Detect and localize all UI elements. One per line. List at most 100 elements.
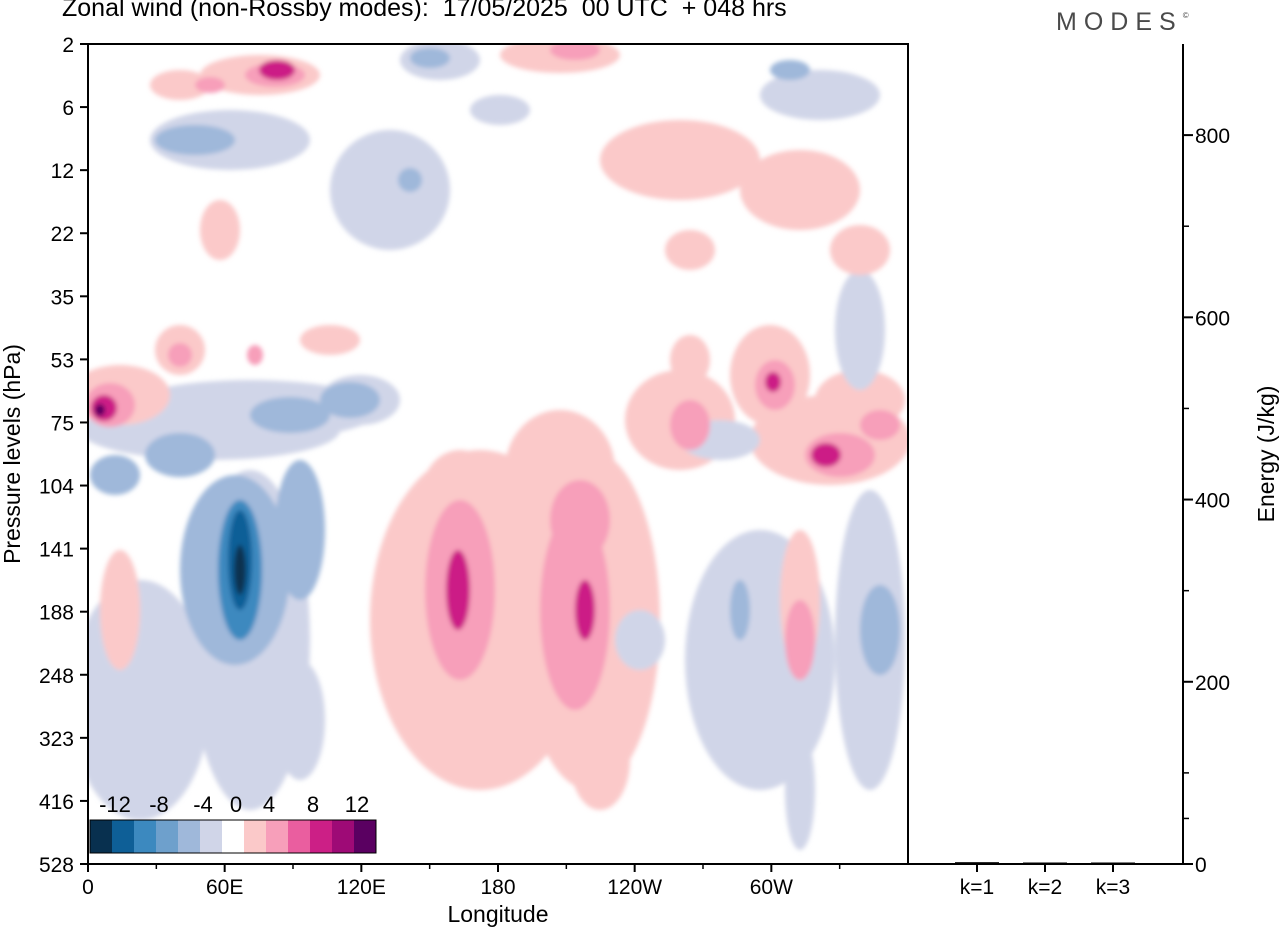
colorbar-swatch (178, 820, 200, 853)
colorbar-swatch (112, 820, 134, 853)
wind-anomaly-blob (770, 60, 810, 80)
brand-mark: © (1182, 11, 1189, 20)
wind-anomaly-blob (330, 130, 450, 250)
colorbar-swatch (200, 820, 222, 853)
wind-anomaly-blob (830, 225, 890, 275)
energy-category-label: k=3 (1096, 876, 1130, 899)
wind-anomaly-blob (665, 230, 715, 270)
y-tick-label: 141 (39, 539, 74, 562)
wind-anomaly-blob (150, 70, 210, 100)
wind-anomaly-blob (398, 168, 422, 192)
wind-anomaly-blob (835, 270, 885, 390)
colorbar-swatch (90, 820, 112, 853)
colorbar-swatch (244, 820, 266, 853)
wind-anomaly-blob (860, 410, 900, 440)
energy-tick-label: 800 (1195, 125, 1230, 148)
wind-anomaly-blob (200, 200, 240, 260)
wind-anomaly-blob (811, 443, 841, 467)
colorbar-tick-label: 12 (345, 792, 369, 817)
wind-anomaly-blob (785, 600, 815, 680)
colorbar-swatch (354, 820, 376, 853)
colorbar-swatch (288, 820, 310, 853)
chart-title: Zonal wind (non-Rossby modes): 17/05/202… (62, 0, 787, 22)
energy-bar (955, 862, 999, 864)
wind-anomaly-blob (300, 325, 360, 355)
energy-category-label: k=1 (960, 876, 994, 899)
brand-text: MODES (1056, 8, 1183, 36)
wind-anomaly-blob (740, 150, 860, 230)
wind-anomaly-blob (480, 500, 560, 560)
y-axis-title: Pressure levels (hPa) (0, 344, 25, 564)
energy-axis-title: Energy (J/kg) (1253, 386, 1279, 523)
energy-bars: k=1 k=2 k=3 (955, 862, 1135, 899)
wind-anomaly-blob (570, 710, 630, 810)
colorbar-tick-label: 4 (263, 792, 275, 817)
y-tick-label: 22 (51, 223, 74, 246)
y-tick-label: 528 (39, 854, 74, 877)
wind-anomaly-blob (195, 77, 225, 93)
wind-anomaly-blob (155, 125, 235, 155)
colorbar-swatch (332, 820, 354, 853)
wind-anomaly-blob (410, 48, 450, 68)
y-tick-label: 75 (51, 412, 74, 435)
y-tick-label: 323 (39, 728, 74, 751)
wind-field (88, 44, 908, 850)
wind-anomaly-blob (275, 660, 325, 780)
x-tick-label: 0 (82, 876, 94, 899)
colorbar-frame (89, 819, 377, 854)
wind-anomaly-blob (250, 397, 330, 433)
wind-anomaly-blob (615, 610, 665, 670)
wind-anomaly-blob (100, 550, 140, 670)
y-tick-label: 416 (39, 791, 74, 814)
y-tick-label: 188 (39, 602, 74, 625)
y-tick-label: 35 (51, 286, 74, 309)
wind-anomaly-blob (670, 400, 710, 450)
x-axis-title: Longitude (447, 901, 548, 927)
y-tick-label: 2 (62, 34, 74, 57)
x-tick-label: 60E (206, 876, 243, 899)
wind-anomaly-blob (168, 343, 192, 367)
x-tick-label: 120W (607, 876, 662, 899)
y-tick-label: 12 (51, 160, 74, 183)
wind-anomaly-blob (145, 433, 215, 477)
wind-anomaly-blob (730, 580, 750, 640)
wind-anomaly-blob (470, 95, 530, 125)
wind-anomaly-blob (446, 550, 470, 630)
brand-logo: MODES© (1056, 8, 1189, 37)
energy-tick-label: 0 (1195, 854, 1207, 877)
wind-anomaly-blob (670, 335, 710, 385)
colorbar-swatch (310, 820, 332, 853)
wind-anomaly-blob (320, 382, 380, 418)
energy-tick-label: 600 (1195, 307, 1230, 330)
wind-anomaly-blob (600, 120, 760, 200)
wind-anomaly-blob (550, 480, 610, 560)
wind-anomaly-blob (90, 455, 140, 495)
y-tick-label: 6 (62, 97, 74, 120)
x-tick-label: 120E (337, 876, 386, 899)
colorbar-swatch (156, 820, 178, 853)
colorbar-tick-label: 0 (230, 792, 242, 817)
wind-anomaly-blob (550, 44, 600, 60)
energy-category-label: k=2 (1028, 876, 1062, 899)
wind-anomaly-blob (234, 545, 246, 595)
colorbar-swatch (266, 820, 288, 853)
wind-anomaly-blob (760, 70, 880, 120)
wind-anomaly-blob (765, 372, 781, 392)
energy-tick-label: 200 (1195, 672, 1230, 695)
colorbar-tick-label: 8 (307, 792, 319, 817)
colorbar-tick-label: -12 (99, 792, 131, 817)
energy-tick-label: 400 (1195, 490, 1230, 513)
wind-anomaly-blob (385, 530, 415, 590)
colorbar-swatch (134, 820, 156, 853)
wind-anomaly-blob (95, 404, 105, 416)
y-tick-label: 104 (39, 476, 74, 499)
colorbar-tick-label: -8 (149, 792, 169, 817)
x-tick-label: 60W (750, 876, 793, 899)
wind-anomaly-blob (259, 60, 295, 80)
energy-bar (1023, 862, 1067, 864)
wind-anomaly-blob (575, 580, 595, 640)
wind-anomaly-blob (860, 585, 900, 675)
y-tick-label: 53 (51, 349, 74, 372)
